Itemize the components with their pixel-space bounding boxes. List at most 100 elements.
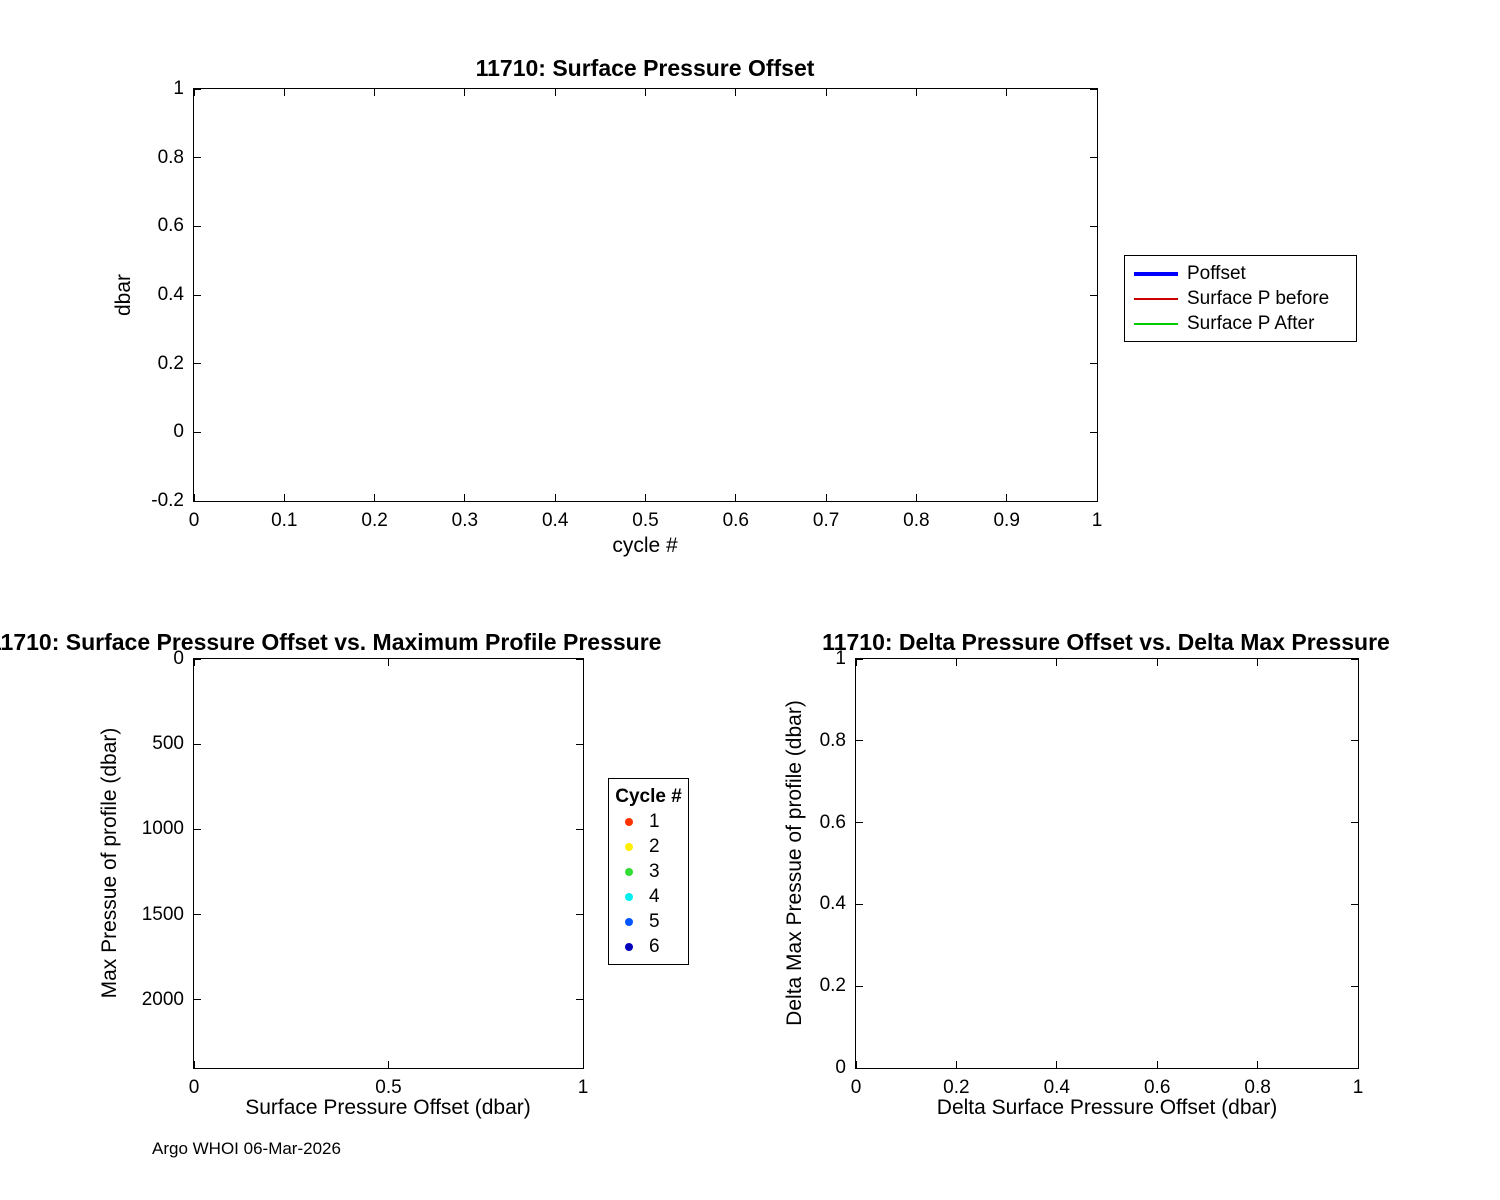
y-tick-label: 500 [152,733,184,755]
x-tick-mark-top [735,89,737,96]
chart2-x-axis-label: Surface Pressure Offset (dbar) [245,1096,531,1119]
legend-marker-icon [625,942,633,951]
y-tick-mark-right [1090,363,1097,365]
x-tick-label: 0.2 [943,1077,970,1098]
y-tick-label: 0.6 [819,811,846,833]
x-tick-label: 0.8 [903,510,930,531]
y-tick-label: 0.4 [819,893,846,915]
y-tick-label: 0 [835,1057,846,1078]
x-tick-mark-top [193,659,195,666]
x-tick-label: 0 [850,1077,862,1098]
legend-entry-label: 2 [649,835,660,857]
x-tick-mark [1257,1061,1259,1068]
y-tick-mark-right [1090,500,1097,502]
chart3-y-axis-label: Delta Max Pressue of profile (dbar) [783,700,806,1026]
chart1-title: 11710: Surface Pressure Offset [475,55,815,81]
y-tick-mark-right [1351,740,1358,742]
legend-entry-label: 5 [649,910,660,932]
x-tick-label: 0.5 [375,1077,402,1098]
y-tick-mark-right [1090,157,1097,159]
x-tick-mark-top [1357,659,1359,666]
x-tick-label: 1 [577,1077,589,1098]
x-tick-mark-top [374,89,376,96]
x-tick-mark [388,1061,389,1068]
x-tick-mark-top [193,89,195,96]
x-tick-mark [554,494,556,501]
x-tick-mark-top [1257,659,1259,666]
x-tick-label: 0.3 [451,510,479,531]
legend-entry: Surface P After [1131,311,1350,336]
x-tick-mark-top [1096,89,1098,96]
legend-entry: 5 [615,909,682,934]
y-tick-mark [194,431,201,433]
y-tick-label: 0.2 [157,352,184,374]
x-tick-mark [1357,1061,1359,1068]
x-tick-label: 0.7 [812,510,840,531]
y-tick-label: 0 [173,421,184,443]
y-tick-mark [194,363,201,365]
x-tick-mark-top [645,89,646,96]
x-tick-label: 1 [1091,510,1103,531]
y-tick-label: 0 [173,648,184,669]
chart1-x-axis-label: cycle # [612,534,678,557]
x-tick-mark-top [955,659,957,666]
x-tick-label: 0.1 [271,510,298,531]
y-tick-mark [194,88,201,90]
y-tick-mark [194,294,201,296]
legend-marker-icon [625,817,633,826]
x-tick-mark-top [1156,659,1158,666]
x-tick-label: 0.5 [632,510,659,531]
x-tick-mark [1096,494,1098,501]
x-tick-mark-top [915,89,917,96]
x-tick-label: 0 [188,510,200,531]
y-tick-mark [856,985,863,987]
legend-title: Cycle # [615,786,682,807]
y-tick-mark [194,828,201,830]
x-tick-mark [193,494,195,501]
x-tick-mark-top [855,659,857,666]
y-tick-mark [194,225,201,227]
x-tick-mark-top [554,89,556,96]
y-tick-mark-right [1351,985,1358,987]
x-tick-mark [1156,1061,1158,1068]
y-tick-label: 1 [173,78,184,99]
chart2-cycle-legend: Cycle # 1 2 3 4 5 6 [608,778,689,965]
legend-entry: 1 [615,809,682,834]
legend-marker-icon [625,842,633,851]
x-tick-mark [193,1061,195,1068]
chart3-title: 11710: Delta Pressure Offset vs. Delta M… [822,629,1390,655]
x-tick-label: 0.2 [361,510,388,531]
y-tick-mark [194,743,201,745]
y-tick-mark-right [576,658,583,660]
y-tick-label: 0.4 [157,284,184,305]
legend-entry-label: 4 [649,885,660,907]
legend-entry: 6 [615,934,682,959]
x-tick-mark-top [464,89,466,96]
y-tick-label: 0.8 [819,729,846,751]
chart3-plot-area: 0 0.2 0.4 0.6 0.8 1 0 0.2 0.4 0.6 0.8 1 [820,648,1364,1098]
y-tick-mark-right [1351,658,1358,660]
chart2-plot-area: 0 0.5 1 0 500 1000 1500 2000 [142,648,589,1098]
x-tick-mark [955,1061,957,1068]
y-tick-mark [194,500,201,502]
legend-marker-icon [625,892,633,901]
y-tick-mark [194,658,201,660]
y-tick-label: 0.2 [819,975,846,997]
x-tick-label: 0.9 [993,510,1020,531]
legend-entry: Poffset [1131,261,1350,286]
y-tick-label: 0.6 [157,215,184,237]
x-tick-label: 0.8 [1244,1077,1271,1098]
y-tick-label: -0.2 [151,490,184,511]
legend-entry-label: Poffset [1187,262,1246,284]
x-tick-label: 0.6 [1143,1077,1171,1098]
legend-entry: 3 [615,859,682,884]
y-tick-mark-right [576,999,583,1001]
y-tick-mark [856,1067,863,1069]
legend-entry: Surface P before [1131,286,1350,311]
y-tick-label: 0.8 [157,146,184,168]
legend-entry-label: Surface P before [1187,287,1330,309]
y-tick-mark-right [576,914,583,916]
chart3-x-axis-label: Delta Surface Pressure Offset (dbar) [936,1096,1278,1119]
x-tick-mark [1056,1061,1058,1068]
x-tick-mark [915,494,917,501]
